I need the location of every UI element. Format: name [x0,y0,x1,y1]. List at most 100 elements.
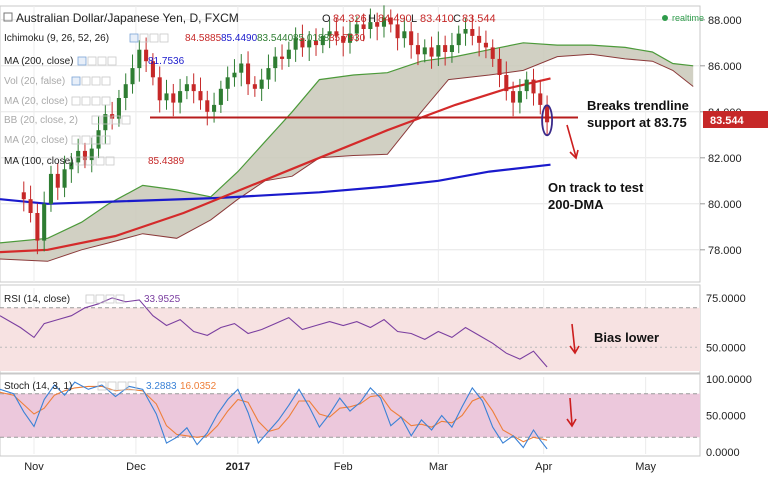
settings-icon[interactable] [81,135,91,145]
eye-icon[interactable] [71,76,81,86]
indicator-vol-label: Vol (20, false) [4,76,65,87]
down-arrow-icon [566,124,579,160]
indicator-legend: Ichimoku (9, 26, 52, 26) 84.5885 85.4490… [4,33,366,167]
eye-icon[interactable] [71,135,81,145]
add-icon[interactable] [97,56,107,66]
x-tick-label: Dec [126,461,146,473]
indicator-icons[interactable] [77,56,117,66]
settings-icon[interactable] [107,381,117,391]
eye-icon[interactable] [97,381,107,391]
indicator-icons[interactable] [71,96,111,106]
indicator-icons[interactable] [71,135,111,145]
settings-icon[interactable] [87,56,97,66]
candle-up [225,77,230,89]
add-icon[interactable] [105,294,115,304]
candle-down [205,100,210,112]
eye-icon[interactable] [85,294,95,304]
stoch-series [0,381,548,450]
eye-icon[interactable] [91,115,101,125]
y-tick-label: 88.000 [708,15,742,27]
candle-down [490,47,495,59]
settings-icon[interactable] [139,33,149,43]
ohlc-low-value: 83.410 [420,13,454,25]
candle-down [375,22,380,27]
indicator-ma20a-label: MA (20, close) [4,96,68,107]
close-icon[interactable] [105,156,115,166]
close-icon[interactable] [101,135,111,145]
add-icon[interactable] [91,96,101,106]
candle-down [361,24,366,29]
ma200-line [0,163,551,205]
add-icon[interactable] [91,76,101,86]
ichimoku-value-5: 85.7930 [329,33,366,44]
candle-down [198,91,203,101]
add-icon[interactable] [111,115,121,125]
close-icon[interactable] [107,56,117,66]
annotation-track-line1: On track to test [548,180,644,195]
eye-icon[interactable] [75,156,85,166]
indicator-icons[interactable] [129,33,169,43]
close-icon[interactable] [115,294,125,304]
rsi-tick-label: 50.0000 [706,342,746,354]
candle-down [497,58,502,75]
indicator-icons[interactable] [71,76,111,86]
candle-up [178,91,183,103]
rsi-band-fill [0,307,700,371]
indicator-icons[interactable] [85,294,125,304]
eye-icon[interactable] [129,33,139,43]
settings-icon[interactable] [101,115,111,125]
candle-up [273,56,278,69]
close-icon[interactable] [101,96,111,106]
indicator-icons[interactable] [91,115,131,125]
candle-up [327,31,332,36]
add-icon[interactable] [95,156,105,166]
last-price-tag-box [703,111,768,128]
rsi-tick-label: 75.0000 [706,293,746,305]
candle-down [395,24,400,39]
ichimoku-value-4: 85.0188 [293,33,330,44]
candle-up [239,63,244,73]
settings-icon[interactable] [81,96,91,106]
candle-down [246,63,251,85]
add-icon[interactable] [91,135,101,145]
add-icon[interactable] [149,33,159,43]
indicator-icons[interactable] [75,156,115,166]
x-tick-label: May [635,461,656,473]
settings-icon[interactable] [81,76,91,86]
ichimoku-cloud-fill [0,42,694,262]
collapse-icon[interactable] [3,12,13,22]
settings-icon[interactable] [95,294,105,304]
ohlc-open-value: 84.326 [333,13,367,25]
rsi-value: 33.9525 [144,294,181,305]
candle-up [381,17,387,27]
indicator-ma200-label: MA (200, close) [4,56,73,67]
ichimoku-span-a [0,42,694,244]
close-icon[interactable] [101,76,111,86]
settings-icon[interactable] [85,156,95,166]
chart-header: Australian Dollar/Japanese Yen, D, FXCM … [3,11,704,25]
candle-up [184,84,189,92]
stoch-tick-label: 0.0000 [706,447,740,459]
close-icon[interactable] [159,33,169,43]
candle-up [266,68,271,80]
candle-down [341,35,346,43]
candle-down [388,17,393,25]
candle-down [477,35,482,43]
candle-down [150,61,155,78]
add-icon[interactable] [117,381,127,391]
candle-down [191,84,196,92]
eye-icon[interactable] [77,56,87,66]
candle-down [313,40,319,46]
eye-icon[interactable] [71,96,81,106]
candle-up [524,79,529,92]
close-icon[interactable] [127,381,137,391]
close-icon[interactable] [121,115,131,125]
candle-up [449,45,454,52]
indicator-icons[interactable] [97,381,137,391]
stoch-d-value: 16.0352 [180,381,217,392]
candle-up [42,203,47,241]
ohlc-open-label: O [322,13,331,25]
indicator-ma20b-label: MA (20, close) [4,135,68,146]
candle-up [218,88,223,105]
stoch-tick-label: 100.0000 [706,374,752,386]
